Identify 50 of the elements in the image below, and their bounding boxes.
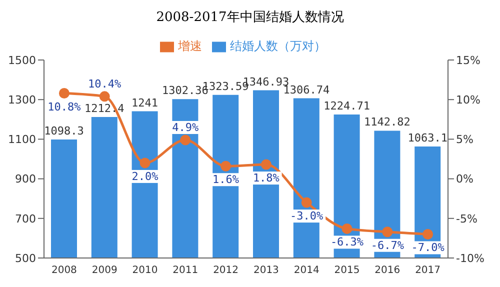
y2-tick-label: 0% — [456, 172, 474, 186]
data-label: -3.0% — [290, 210, 324, 223]
data-label: 1241 — [132, 96, 158, 110]
point — [260, 159, 272, 170]
y-tick-label: 1500 — [8, 54, 36, 67]
data-label: 10.4% — [88, 77, 122, 90]
y2-tick-label: 10% — [456, 94, 480, 107]
data-label: 1.6% — [212, 173, 240, 186]
point — [99, 91, 110, 102]
x-tick-label: 2010 — [132, 265, 158, 276]
legend-label: 增速 — [178, 39, 202, 53]
point — [422, 228, 434, 240]
data-label: -7.0% — [411, 241, 445, 254]
y2-tick-label: 15% — [456, 54, 480, 67]
x-tick-label: 2017 — [415, 265, 441, 276]
y-tick-label: 1100 — [8, 133, 36, 146]
point — [180, 134, 191, 146]
data-label: 2.0% — [132, 170, 159, 183]
y-tick-label: 700 — [15, 212, 36, 226]
data-label: 1224.71 — [324, 100, 370, 113]
data-label: 1063.1 — [408, 132, 448, 145]
x-tick-label: 2012 — [213, 265, 239, 276]
y2-tick-label: 5% — [456, 133, 474, 146]
data-label: 4.9% — [172, 120, 200, 134]
x-tick-label: 2013 — [253, 265, 279, 276]
x-tick-label: 2015 — [334, 265, 360, 276]
x-tick-label: 2014 — [294, 265, 320, 276]
point — [342, 223, 352, 234]
data-label: -6.7% — [370, 238, 404, 252]
y-tick-label: 500 — [15, 252, 36, 265]
x-tick-label: 2009 — [92, 265, 118, 276]
point — [382, 226, 393, 238]
y-tick-label: 900 — [15, 172, 36, 186]
x-tick-label: 2011 — [172, 265, 198, 276]
data-label: 1.8% — [252, 172, 280, 185]
data-label: 1142.82 — [364, 116, 410, 129]
point — [140, 158, 150, 168]
x-tick-label: 2016 — [374, 265, 400, 276]
point — [58, 88, 70, 99]
chart-title: 2008-2017年中国结婚人数情况 — [155, 9, 345, 25]
legend-label: 结婚人数（万对） — [230, 39, 326, 53]
point — [301, 197, 312, 208]
point — [220, 160, 232, 172]
y2-tick-label: -10% — [456, 252, 484, 265]
y2-tick-label: -5% — [456, 212, 478, 226]
data-label: 1098.3 — [44, 124, 84, 138]
x-tick-label: 2008 — [51, 265, 77, 276]
data-label: 10.8% — [48, 100, 82, 114]
y-tick-label: 1300 — [8, 94, 36, 107]
data-label: -6.3% — [330, 236, 364, 249]
